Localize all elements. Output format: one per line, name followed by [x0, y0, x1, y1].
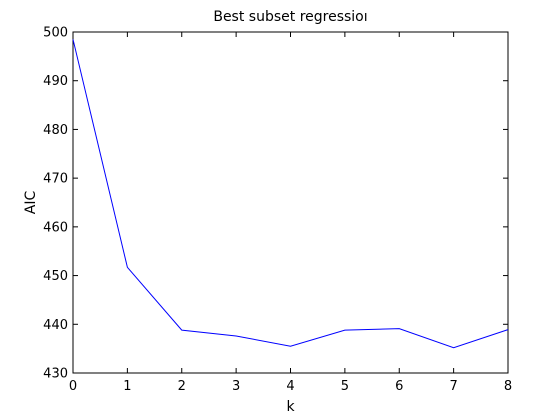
x-axis-label: k [286, 399, 295, 415]
x-axis: 0 1 2 3 4 5 6 7 8 [69, 32, 512, 394]
x-tick-label: 4 [286, 379, 294, 394]
aic-series-line [72, 39, 509, 349]
y-tick-label: 490 [43, 74, 68, 89]
y-tick-label: 430 [43, 367, 68, 382]
y-tick-label: 450 [43, 269, 68, 284]
y-tick-label: 440 [43, 318, 68, 333]
x-tick-label: 5 [341, 379, 349, 394]
series-layer [72, 39, 509, 349]
x-tick-label: 2 [178, 379, 186, 394]
y-tick-label: 460 [43, 220, 68, 235]
x-tick-label: 3 [232, 379, 240, 394]
y-axis-label: AIC [23, 191, 39, 215]
y-tick-label: 470 [43, 172, 68, 187]
x-tick-label: 8 [504, 379, 512, 394]
y-tick-label: 500 [43, 26, 68, 41]
y-axis: 430 440 450 460 470 480 490 500 [43, 26, 508, 382]
x-tick-label: 6 [395, 379, 403, 394]
chart-title: Best subset regressioı [213, 9, 367, 25]
x-tick-label: 7 [449, 379, 457, 394]
y-tick-label: 480 [43, 123, 68, 138]
plot-area [72, 31, 509, 374]
x-tick-label: 0 [69, 379, 77, 394]
x-tick-label: 1 [123, 379, 131, 394]
